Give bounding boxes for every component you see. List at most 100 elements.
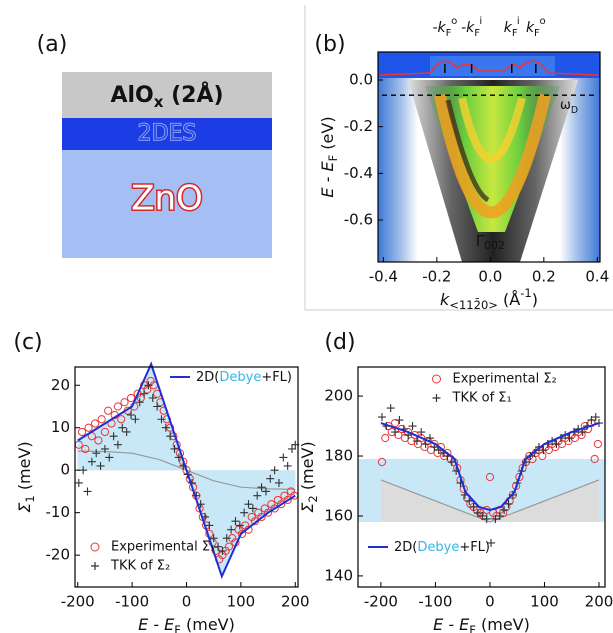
label-part: E - E <box>433 615 470 633</box>
x-tick-label: 0 <box>182 593 192 611</box>
label-part: F <box>446 28 452 39</box>
point <box>395 416 403 424</box>
label-part: F <box>512 28 518 39</box>
point <box>75 479 83 487</box>
point <box>378 413 386 421</box>
y-tick-label: -20 <box>46 546 71 564</box>
legend-part: 2D( <box>196 370 219 385</box>
panel-label: (d) <box>324 330 355 355</box>
label-part: (meV) <box>476 615 530 633</box>
point <box>279 453 287 461</box>
point <box>98 416 105 423</box>
y-tick-label: -0.4 <box>344 164 373 182</box>
layer-label: ZnO <box>131 179 203 219</box>
x-tick-label: 0.0 <box>478 268 502 286</box>
point <box>127 394 134 401</box>
x-tick-label: 100 <box>530 593 559 611</box>
x-tick-label: -0.2 <box>422 268 451 286</box>
y-tick-label: -0.2 <box>344 117 373 135</box>
point <box>105 407 112 414</box>
label-part: i <box>479 16 482 27</box>
x-axis-label: E - EF (meV) <box>138 615 235 633</box>
y-tick-label: 0 <box>60 461 70 479</box>
panel-label: (c) <box>13 330 42 355</box>
legend-label: Experimental Σ₁ <box>111 540 215 555</box>
legend-highlight: Debye <box>219 370 261 385</box>
point <box>382 434 389 441</box>
legend-part: +FL) <box>459 540 490 555</box>
legend-symbol <box>433 375 441 383</box>
x-axis-label: E - EF (meV) <box>433 615 530 633</box>
label-part: ) <box>532 290 538 309</box>
point <box>387 404 395 412</box>
label-part: F <box>534 28 540 39</box>
label-part: -k <box>432 20 446 36</box>
y-tick-label: 200 <box>324 387 353 405</box>
point <box>114 403 121 410</box>
arpes-image <box>378 52 600 262</box>
legend-part: +FL) <box>261 370 292 385</box>
panel-label: (b) <box>314 32 345 57</box>
point <box>85 424 92 431</box>
legend-highlight: Debye <box>417 540 459 555</box>
label-part: 2 <box>306 495 320 502</box>
kf-label: kFo <box>526 16 546 39</box>
kf-label: kFi <box>504 16 520 39</box>
kf-label: -kFo <box>432 16 457 39</box>
label-part: (Å <box>498 290 520 309</box>
point <box>284 462 292 470</box>
x-tick-label: -100 <box>115 593 149 611</box>
y-tick-label: 160 <box>324 506 353 524</box>
y-tick-label: 20 <box>51 376 70 394</box>
label-part: E - E <box>318 161 337 198</box>
layer-label: 2DES <box>138 121 197 146</box>
point <box>92 420 99 427</box>
label-part: i <box>517 16 520 27</box>
legend-label: Experimental Σ₂ <box>453 372 557 387</box>
label-part: 002 <box>484 239 505 252</box>
label-part: -k <box>461 20 475 36</box>
label-part: o <box>540 16 546 27</box>
label-part: E - E <box>138 615 175 633</box>
label-part: ω <box>560 98 571 113</box>
x-tick-label: -200 <box>61 593 95 611</box>
legend-label: TKK of Σ₂ <box>110 559 170 574</box>
y-tick-label: 180 <box>324 447 353 465</box>
label-part: D <box>571 105 578 116</box>
y-tick-label: 140 <box>324 566 353 584</box>
panel-label: (a) <box>37 32 68 57</box>
label-part: -1 <box>520 286 531 300</box>
x-tick-label: 0 <box>485 593 495 611</box>
point <box>78 428 85 435</box>
x-tick-label: 200 <box>281 593 310 611</box>
label-part: 1 <box>23 495 37 502</box>
y-axis-label: E - EF (eV) <box>318 116 340 197</box>
x-tick-label: -100 <box>418 593 452 611</box>
label-part: F <box>174 623 181 633</box>
y-tick-label: 0.0 <box>349 71 373 89</box>
label-part: (eV) <box>318 116 337 154</box>
x-axis-label: k<112̄0> (Å-1) <box>440 286 538 312</box>
panel-a: (a) AlOx (2Å) 2DES ZnO <box>37 32 272 258</box>
point <box>84 487 92 495</box>
legend-symbol <box>91 543 99 551</box>
legend-symbol <box>91 562 99 570</box>
x-tick-label: -0.4 <box>369 268 398 286</box>
label-part: (meV) <box>181 615 235 633</box>
figure: (a) AlOx (2Å) 2DES ZnO (b)-0.4-0.20.00.2… <box>0 0 613 633</box>
legend-symbol <box>433 394 441 402</box>
x-tick-label: 100 <box>227 593 256 611</box>
y-tick-label: -10 <box>46 503 71 521</box>
label-part: F <box>474 28 480 39</box>
y-tick-label: -0.6 <box>344 211 373 229</box>
x-tick-label: 0.4 <box>585 268 609 286</box>
legend-label: 2D(Debye+FL) <box>196 370 292 385</box>
legend-label: 2D(Debye+FL) <box>394 540 490 555</box>
legend-label: TKK of Σ₁ <box>452 391 512 406</box>
point <box>594 440 601 447</box>
y-axis-label: Σ2 (meV) <box>298 441 320 512</box>
kf-label: -kFi <box>461 16 482 39</box>
y-tick-label: 10 <box>51 418 70 436</box>
point <box>121 399 128 406</box>
point <box>539 452 546 459</box>
